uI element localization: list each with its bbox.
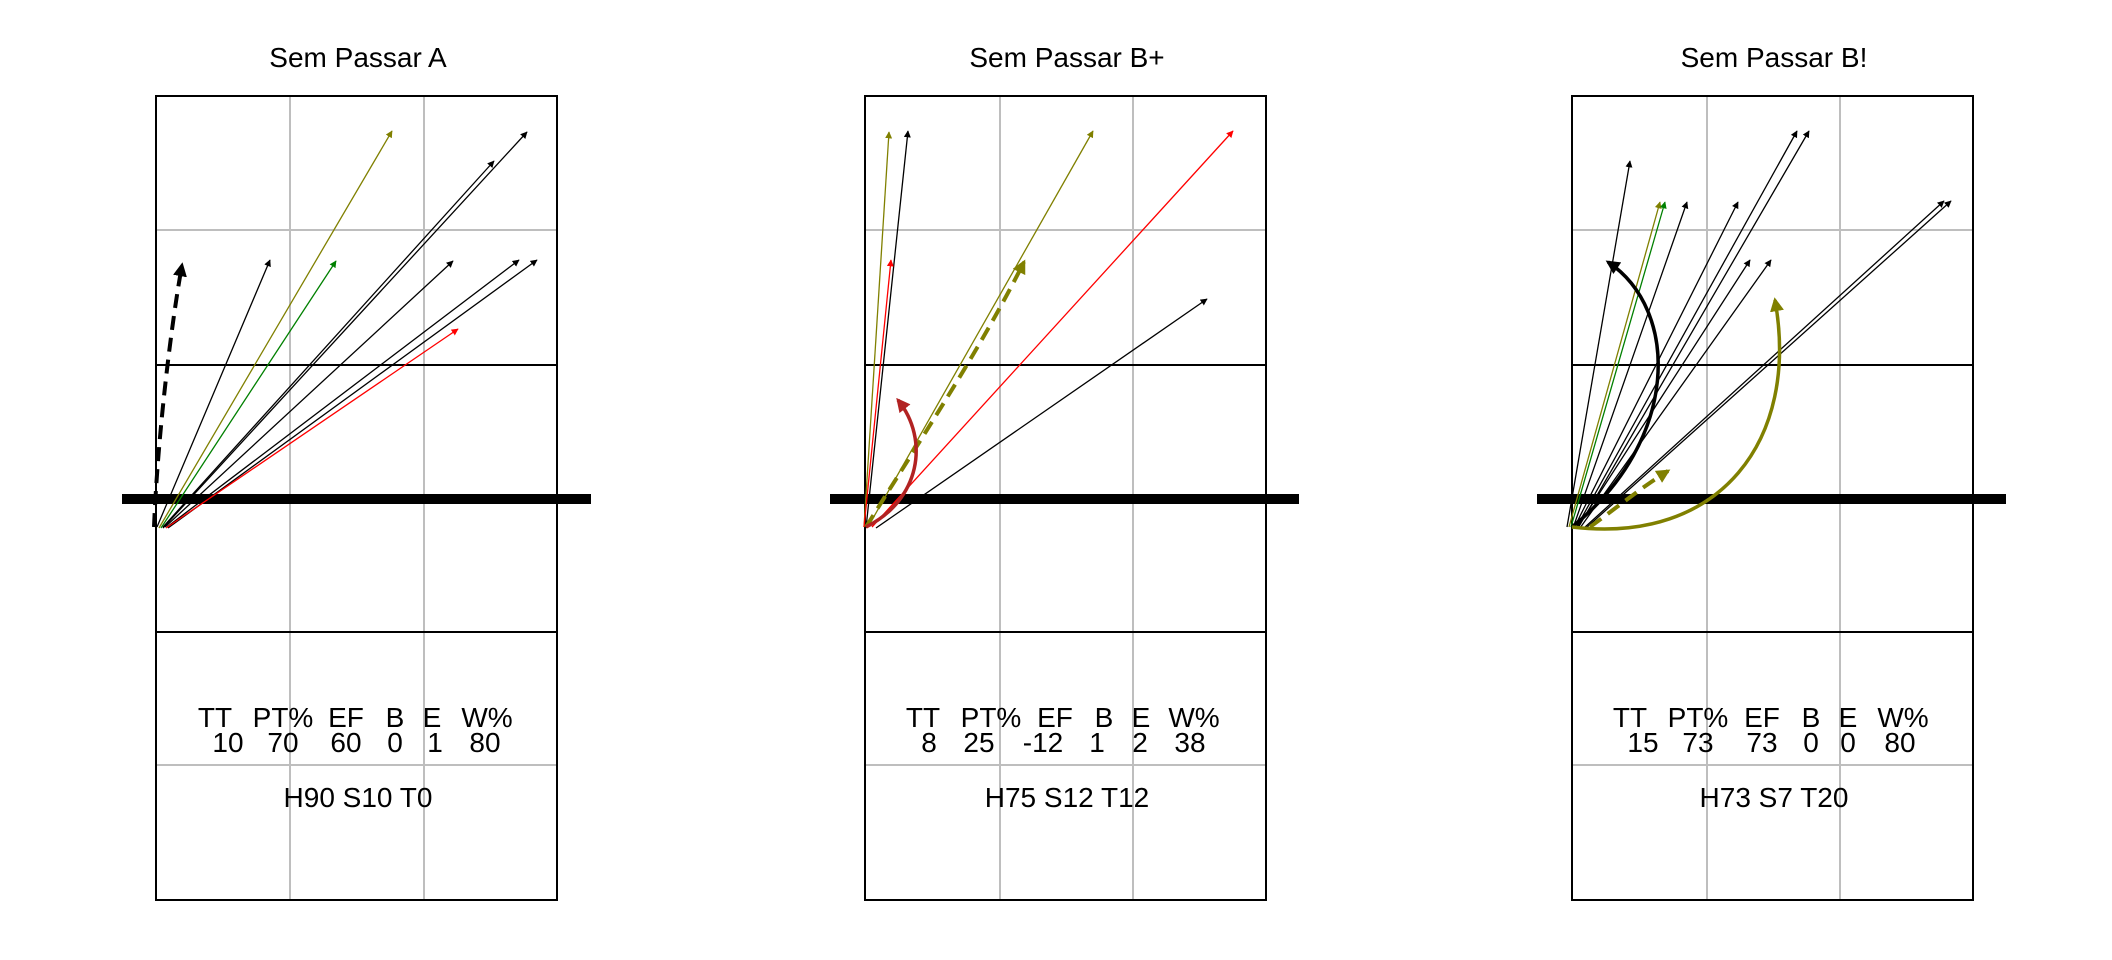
stat-value-b: 0	[1803, 727, 1819, 758]
panel-title: Sem Passar B!	[1681, 42, 1868, 73]
stat-value-pt: 25	[963, 727, 994, 758]
stat-value-pt: 70	[267, 727, 298, 758]
attack-arrow	[865, 130, 911, 529]
attack-arrow	[164, 260, 454, 528]
stat-value-w: 80	[469, 727, 500, 758]
attack-arrow	[875, 298, 1208, 529]
attack-arrow	[1575, 130, 1798, 529]
panel-footer: H75 S12 T12	[985, 782, 1150, 813]
stat-value-tt: 15	[1627, 727, 1658, 758]
stat-header-ef: EF	[1037, 702, 1073, 733]
attack-arrow	[158, 130, 393, 529]
attack-arrow	[162, 131, 528, 529]
stat-header-e: E	[1132, 702, 1151, 733]
set-arrow-curved	[865, 397, 918, 529]
attack-arrow	[1583, 200, 1945, 529]
stat-header-pt: PT%	[961, 702, 1022, 733]
attack-arrows	[863, 130, 1234, 529]
panel-title: Sem Passar B+	[969, 42, 1164, 73]
stat-header-e: E	[423, 702, 442, 733]
stat-header-b: B	[1095, 702, 1114, 733]
set-arrow-dashed	[864, 259, 1026, 529]
stat-header-w: W%	[1877, 702, 1928, 733]
stat-header-w: W%	[461, 702, 512, 733]
stat-header-pt: PT%	[1668, 702, 1729, 733]
attack-arrow	[871, 130, 1234, 528]
attack-arrow	[1570, 201, 1667, 528]
stat-header-ef: EF	[1744, 702, 1780, 733]
attack-arrow	[166, 259, 520, 528]
stats-table: TT PT% EF B E W% 10 70 60 0 1 80	[198, 702, 513, 758]
stat-value-w: 38	[1174, 727, 1205, 758]
stat-header-tt: TT	[906, 702, 940, 733]
attack-arrow	[1577, 130, 1810, 529]
court-lines	[1537, 95, 2006, 901]
stat-value-e: 1	[427, 727, 443, 758]
stat-header-pt: PT%	[253, 702, 314, 733]
attack-arrow	[165, 328, 459, 529]
stats-table: TT PT% EF B E W% 8 25 -12 1 2 38	[906, 702, 1220, 758]
stat-header-b: B	[386, 702, 405, 733]
panel-footer: H73 S7 T20	[1700, 782, 1849, 813]
stat-value-tt: 8	[921, 727, 937, 758]
attack-arrow	[1573, 201, 1739, 529]
stat-value-e: 2	[1132, 727, 1148, 758]
stat-value-w: 80	[1884, 727, 1915, 758]
attack-arrow	[863, 259, 894, 528]
stat-value-tt: 10	[212, 727, 243, 758]
attack-arrow	[1568, 201, 1662, 528]
attack-arrows	[152, 130, 538, 529]
panel-title: Sem Passar A	[269, 42, 447, 73]
attack-arrow	[1576, 259, 1751, 529]
attack-arrows	[1566, 130, 1952, 531]
panel-footer: H90 S10 T0	[284, 782, 433, 813]
attack-arrow	[1566, 160, 1633, 528]
attack-arrow	[1579, 259, 1772, 529]
attack-arrow	[1572, 201, 1689, 529]
stat-value-pt: 73	[1682, 727, 1713, 758]
attack-arrow	[160, 260, 337, 529]
stat-header-e: E	[1839, 702, 1858, 733]
attack-arrow	[156, 259, 271, 528]
set-arrow-curved	[1570, 260, 1660, 529]
set-arrow-dashed-short	[1588, 469, 1671, 529]
attack-arrow	[863, 131, 893, 528]
panel-sem-passar-a: Sem Passar A TT PT% E	[122, 42, 591, 901]
stat-header-ef: EF	[328, 702, 364, 733]
stat-value-e: 0	[1840, 727, 1856, 758]
stats-table: TT PT% EF B E W% 15 73 73 0 0 80	[1613, 702, 1929, 758]
stat-value-b: 1	[1089, 727, 1105, 758]
stat-value-b: 0	[387, 727, 403, 758]
court-lines	[830, 95, 1299, 901]
set-arrow-dashed	[152, 262, 187, 528]
stat-header-tt: TT	[1613, 702, 1647, 733]
attack-arrow	[1585, 200, 1952, 529]
attack-arrow	[162, 160, 495, 528]
stat-header-b: B	[1802, 702, 1821, 733]
panel-sem-passar-b-plus: Sem Passar B+ TT PT% EF B	[830, 42, 1299, 901]
stat-header-w: W%	[1168, 702, 1219, 733]
stat-value-ef: 60	[330, 727, 361, 758]
court-lines	[122, 95, 591, 901]
stat-value-ef: -12	[1023, 727, 1063, 758]
stat-header-tt: TT	[198, 702, 232, 733]
stat-value-ef: 73	[1746, 727, 1777, 758]
set-arrow-curved	[1571, 297, 1784, 531]
panel-sem-passar-b-excl: Sem Passar B!	[1537, 42, 2006, 901]
attack-arrow	[167, 259, 538, 529]
